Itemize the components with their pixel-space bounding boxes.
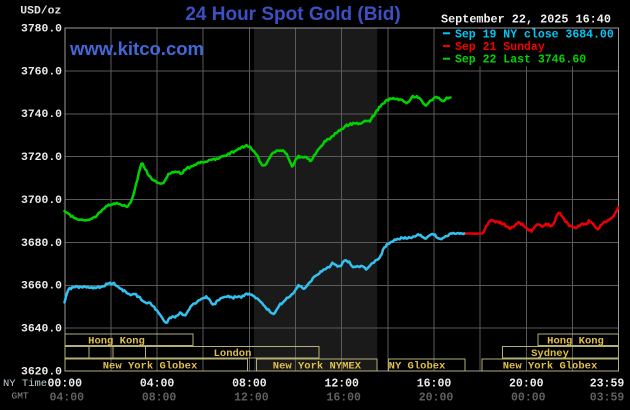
svg-text:NY Globex: NY Globex [389,361,446,373]
svg-text:NY Time: NY Time [3,378,47,390]
svg-text:04:00: 04:00 [50,392,85,405]
svg-text:3740.0: 3740.0 [21,109,62,121]
svg-text:12:00: 12:00 [234,392,269,405]
svg-text:New York NYMEX: New York NYMEX [273,361,362,373]
svg-text:16:00: 16:00 [326,392,361,405]
svg-text:3700.0: 3700.0 [21,195,62,207]
svg-text:Hong Kong: Hong Kong [88,336,145,348]
svg-text:3680.0: 3680.0 [21,238,62,250]
svg-text:23:59: 23:59 [590,378,625,391]
svg-text:00:00: 00:00 [511,392,546,405]
svg-text:GMT: GMT [12,391,29,402]
svg-text:3780.0: 3780.0 [21,23,62,35]
svg-text:Sep 19 NY close 3684.00: Sep 19 NY close 3684.00 [455,28,614,41]
svg-text:www.kitco.com: www.kitco.com [69,38,204,59]
svg-text:16:00: 16:00 [417,378,452,391]
svg-text:New York Globex: New York Globex [503,361,598,373]
svg-text:24 Hour Spot Gold (Bid): 24 Hour Spot Gold (Bid) [185,4,400,25]
svg-text:08:00: 08:00 [142,392,177,405]
svg-text:04:00: 04:00 [140,378,175,391]
svg-text:3620.0: 3620.0 [21,366,62,378]
svg-text:September 22, 2025 16:40: September 22, 2025 16:40 [441,13,611,27]
svg-text:Sep 22 Last 3746.60: Sep 22 Last 3746.60 [455,54,586,67]
svg-text:Sydney: Sydney [531,348,570,360]
svg-text:New York Globex: New York Globex [103,361,198,373]
svg-text:London: London [214,348,252,360]
svg-text:USD/oz: USD/oz [20,5,61,17]
svg-text:3760.0: 3760.0 [21,66,62,78]
svg-text:03:59: 03:59 [590,392,625,405]
svg-text:Sep 21 Sunday: Sep 21 Sunday [455,41,545,54]
svg-text:20:00: 20:00 [419,392,454,405]
svg-text:00:00: 00:00 [48,378,83,391]
svg-text:3720.0: 3720.0 [21,152,62,164]
svg-text:Hong Kong: Hong Kong [547,336,604,348]
svg-text:20:00: 20:00 [509,378,544,391]
svg-text:12:00: 12:00 [324,378,359,391]
svg-text:3660.0: 3660.0 [21,281,62,293]
svg-text:3640.0: 3640.0 [21,324,62,336]
svg-text:08:00: 08:00 [232,378,267,391]
